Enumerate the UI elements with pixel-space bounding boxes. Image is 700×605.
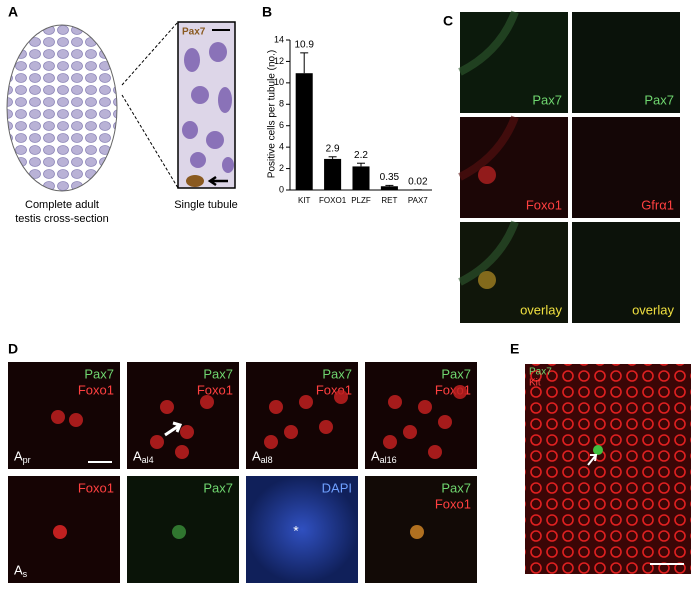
y-tick-label: 10 xyxy=(274,77,284,87)
cell xyxy=(428,445,442,459)
cell xyxy=(284,425,298,439)
bar xyxy=(381,186,398,190)
cell xyxy=(418,400,432,414)
stage-sub: pr xyxy=(23,455,31,465)
cell xyxy=(299,395,313,409)
stain-label: Pax7 xyxy=(203,366,233,381)
stain-label: Pax7 xyxy=(532,92,562,107)
cell xyxy=(200,395,214,409)
bar xyxy=(324,159,341,190)
cell xyxy=(438,415,452,429)
stage-sub: al16 xyxy=(380,455,397,465)
x-tick-label: PLZF xyxy=(351,196,371,205)
cell xyxy=(51,410,65,424)
y-tick-label: 4 xyxy=(279,142,284,152)
cell xyxy=(69,413,83,427)
panel-label: D xyxy=(8,341,18,357)
stain-label: Pax7 xyxy=(322,366,352,381)
zoom-line xyxy=(122,95,178,188)
stain-label: Foxo1 xyxy=(78,480,114,495)
value-label: 0.35 xyxy=(380,172,400,183)
cell xyxy=(264,435,278,449)
bar xyxy=(296,73,313,190)
cell xyxy=(453,385,467,399)
stage-sub: al8 xyxy=(261,455,273,465)
y-tick-label: 2 xyxy=(279,163,284,173)
stain-label: Pax7 xyxy=(644,92,674,107)
y-tick-label: 12 xyxy=(274,56,284,66)
stage-sub: s xyxy=(23,569,28,579)
asterisk: * xyxy=(293,523,299,539)
y-tick-label: 14 xyxy=(274,34,284,44)
stain-label: Pax7 xyxy=(84,366,114,381)
stain-label: Pax7 xyxy=(441,480,471,495)
caption: testis cross-section xyxy=(15,213,109,225)
cell xyxy=(160,400,174,414)
cell xyxy=(410,525,424,539)
micrograph xyxy=(525,364,691,574)
stain-label: Kit xyxy=(529,378,541,389)
cell xyxy=(383,435,397,449)
x-tick-label: PAX7 xyxy=(408,196,428,205)
stain-label: Foxo1 xyxy=(197,382,233,397)
cell xyxy=(478,271,496,289)
stain-label: Foxo1 xyxy=(435,496,471,511)
cell xyxy=(150,435,164,449)
caption: Complete adult xyxy=(25,199,99,211)
stain-label: Foxo1 xyxy=(526,197,562,212)
stain-label: Pax7 xyxy=(203,480,233,495)
stain-label: Pax7 xyxy=(441,366,471,381)
value-label: 2.2 xyxy=(354,150,368,161)
panel-label: C xyxy=(443,13,453,29)
inset-label: Pax7 xyxy=(182,27,206,38)
stain-label: overlay xyxy=(520,302,562,317)
stage-sub: al4 xyxy=(142,455,154,465)
y-tick-label: 8 xyxy=(279,99,284,109)
stain-label: Pax7 xyxy=(529,367,552,378)
cell xyxy=(388,395,402,409)
testis-section xyxy=(7,25,117,191)
y-tick-label: 6 xyxy=(279,120,284,130)
cell xyxy=(403,425,417,439)
cell xyxy=(334,390,348,404)
cell xyxy=(319,420,333,434)
stain-label: DAPI xyxy=(322,480,352,495)
panel-label: A xyxy=(8,4,18,20)
value-label: 0.02 xyxy=(408,176,428,187)
stain-label: Gfrα1 xyxy=(641,197,674,212)
cell xyxy=(269,400,283,414)
panel-label: B xyxy=(262,4,272,20)
x-tick-label: FOXO1 xyxy=(319,196,347,205)
y-axis-label: Positive cells per tubule (no.) xyxy=(267,50,278,178)
value-label: 10.9 xyxy=(294,39,314,50)
x-tick-label: RET xyxy=(381,196,397,205)
bar xyxy=(352,166,369,190)
x-tick-label: KIT xyxy=(298,196,311,205)
cell xyxy=(53,525,67,539)
zoom-line xyxy=(122,22,178,85)
cell xyxy=(175,445,189,459)
y-tick-label: 0 xyxy=(279,184,284,194)
caption: Single tubule xyxy=(174,199,238,211)
stain-label: overlay xyxy=(632,302,674,317)
cell xyxy=(172,525,186,539)
cell xyxy=(478,166,496,184)
panel-label: E xyxy=(510,341,519,357)
pax7-cell xyxy=(593,445,603,455)
value-label: 2.9 xyxy=(326,143,340,154)
cell xyxy=(180,425,194,439)
pax7-cell xyxy=(186,175,204,187)
stain-label: Foxo1 xyxy=(78,382,114,397)
